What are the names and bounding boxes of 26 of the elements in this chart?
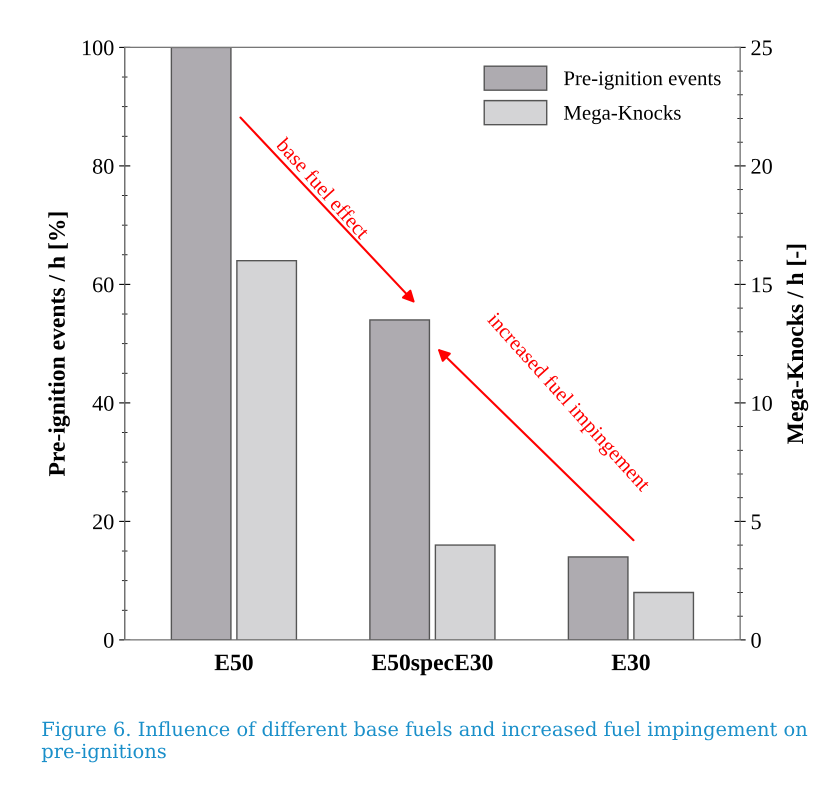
y2-tick-label: 10 (752, 396, 772, 411)
x-tick-label: E50 (214, 654, 253, 670)
y-axis-title: Pre-ignition events / h [%] (48, 212, 70, 476)
y2-axis-title: Mega-Knocks / h [-] (786, 244, 808, 444)
legend-label: Mega-Knocks (564, 105, 681, 124)
bar (633, 592, 694, 640)
y2-tick-label: 20 (751, 158, 772, 174)
y-tick-label: 40 (92, 396, 114, 411)
bar (170, 47, 232, 640)
y2-tick-label: 0 (751, 632, 761, 648)
bar (369, 319, 430, 640)
bar (568, 556, 629, 640)
bar (236, 260, 298, 640)
legend-label: Pre-ignition events (564, 71, 721, 90)
y2-tick-label: 5 (752, 514, 761, 530)
y2-tick-label: 15 (752, 277, 772, 292)
x-tick-label: E50specE30 (372, 654, 493, 676)
y-tick-label: 20 (93, 514, 114, 530)
y-tick-label: 60 (93, 277, 114, 292)
y-tick-label: 0 (104, 632, 114, 648)
y-tick-label: 80 (92, 158, 114, 174)
y2-tick-label: 25 (751, 40, 772, 56)
x-tick-label: E30 (612, 654, 650, 670)
caption: Figure 6. Influence of different base fuels and increased fuel impingement on pre-ignitions (42, 721, 808, 762)
y-tick-label: 100 (82, 40, 114, 56)
bar (434, 544, 496, 640)
